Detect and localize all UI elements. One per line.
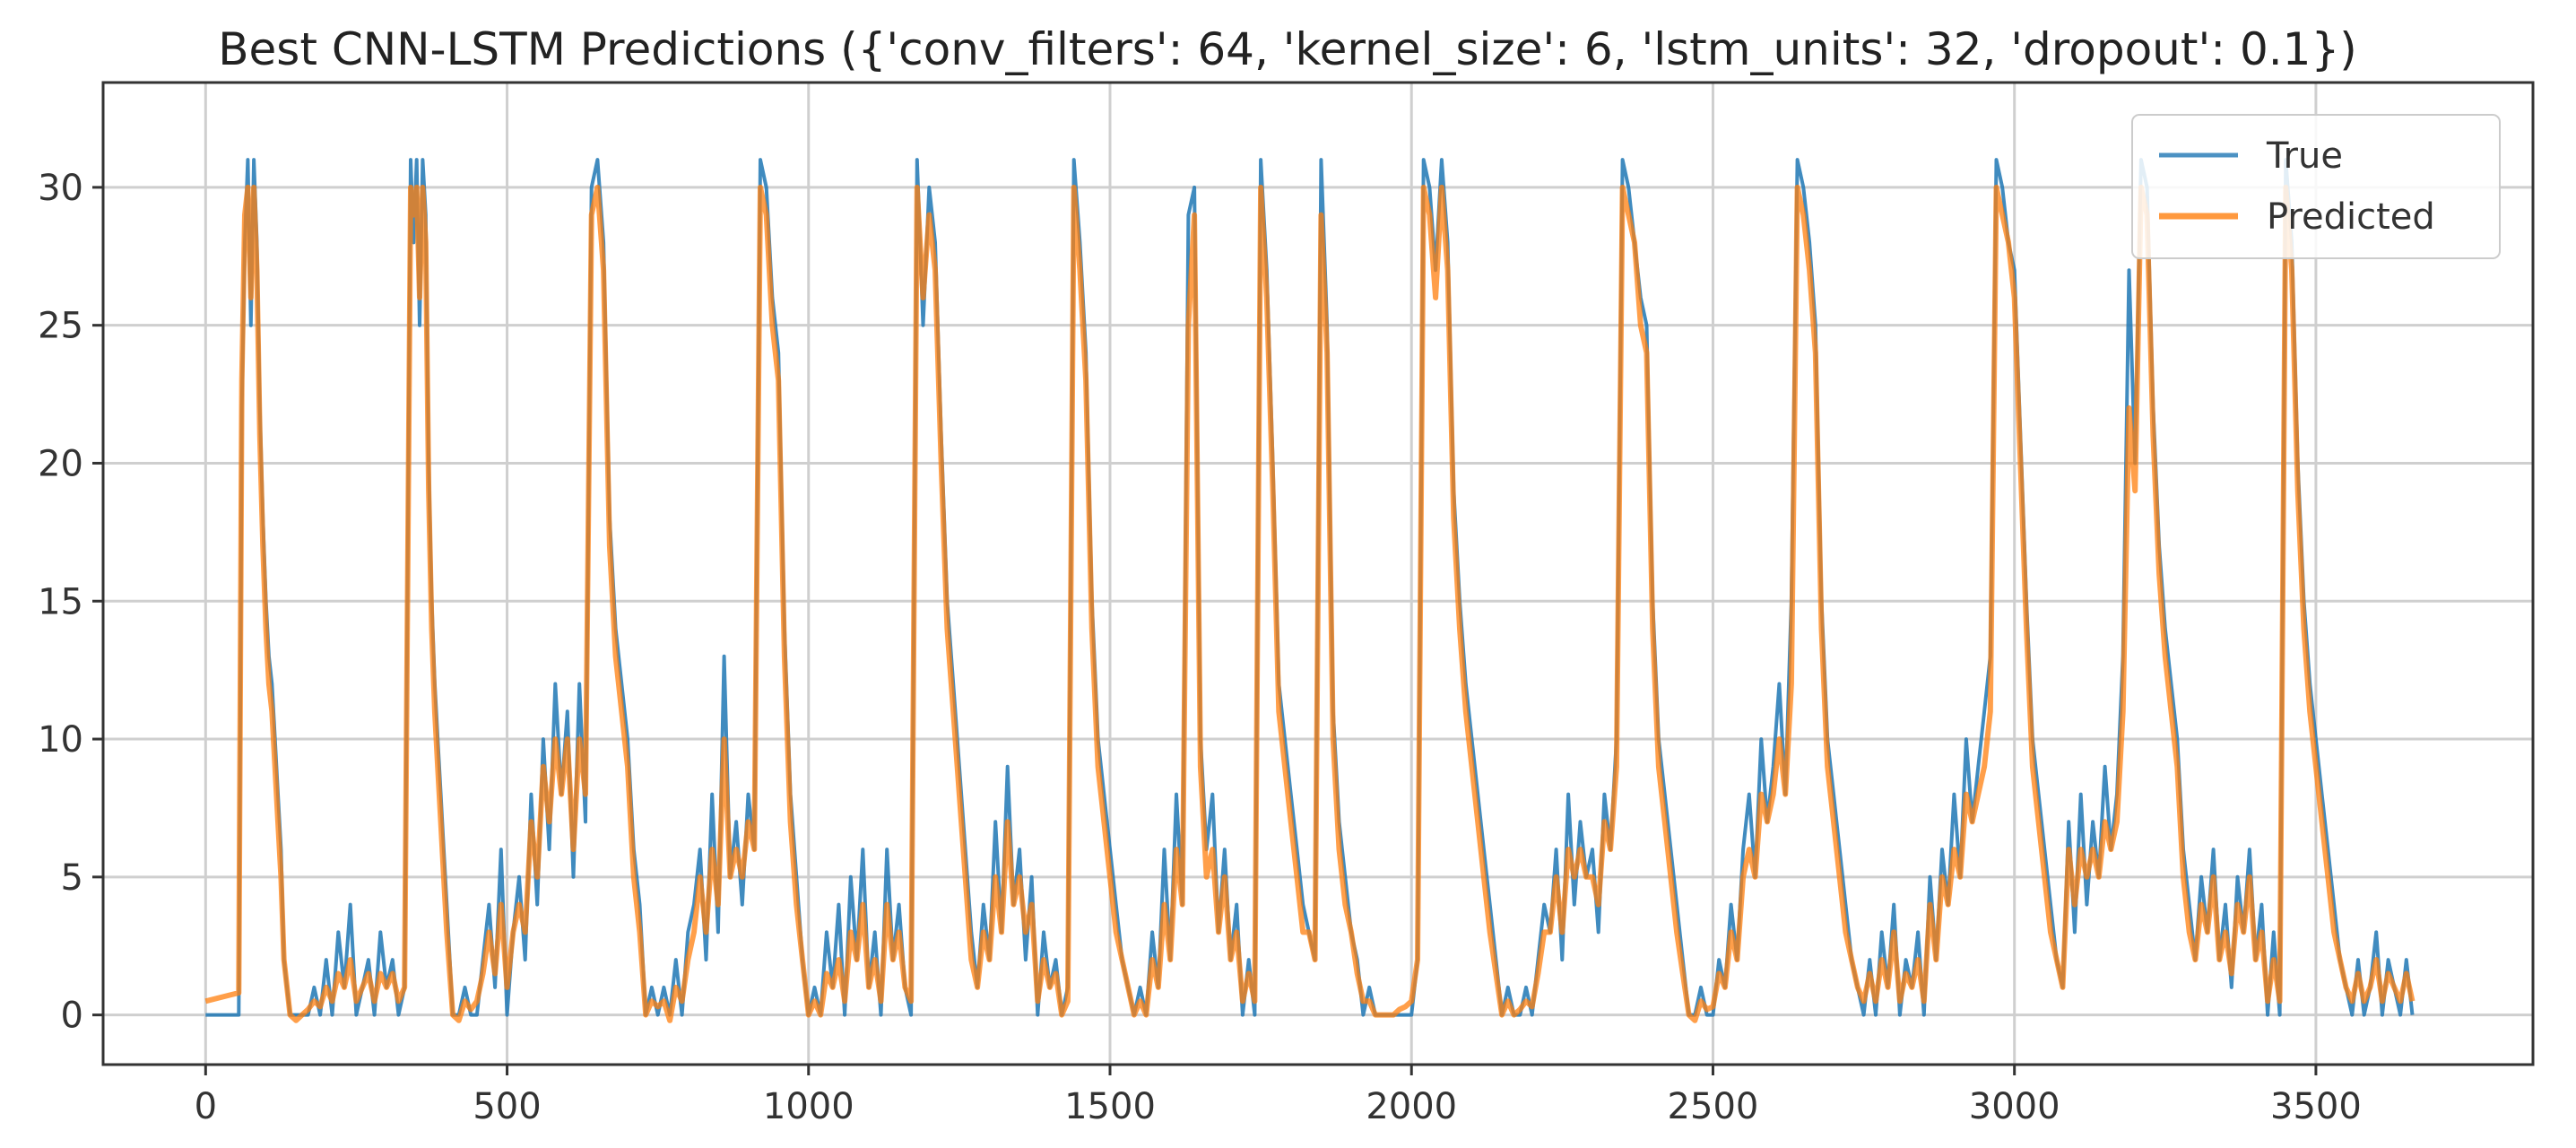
x-axis: 0 500 1000 1500 2000 2500 3000 3500 [195,1065,2362,1127]
legend-label-predicted: Predicted [2267,196,2435,238]
x-tick-label: 500 [473,1086,541,1127]
x-tick-label: 3000 [1969,1086,2060,1127]
legend-box [2131,114,2501,259]
y-tick-label: 30 [38,168,83,209]
y-axis: 0 5 10 15 20 25 30 [38,168,103,1037]
y-tick-label: 10 [38,719,83,761]
plot-frame [101,81,2535,1066]
x-tick-label: 1000 [763,1086,854,1127]
x-tick-label: 2500 [1668,1086,1759,1127]
series-line-predicted [204,184,2416,1023]
x-tick-label: 3500 [2270,1086,2362,1127]
x-tick-label: 1500 [1064,1086,1156,1127]
y-tick-label: 20 [38,443,83,484]
y-tick-label: 0 [61,996,83,1037]
series-lines [204,158,2416,1023]
legend: True Predicted [2131,114,2501,259]
legend-label-true: True [2266,135,2343,177]
chart-title: Best CNN-LSTM Predictions ({'conv_filter… [218,23,2357,75]
y-tick-label: 15 [38,581,83,622]
x-tick-label: 2000 [1366,1086,1457,1127]
y-tick-label: 25 [38,306,83,347]
x-tick-label: 0 [195,1086,217,1127]
y-tick-label: 5 [61,857,83,899]
